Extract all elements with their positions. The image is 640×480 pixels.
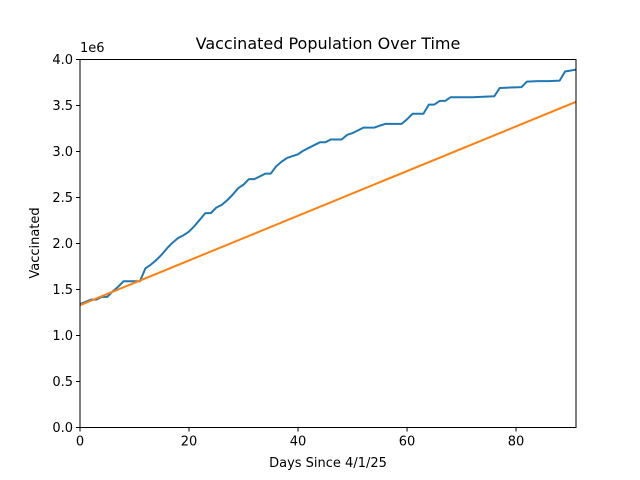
y-tick-label: 3.5 <box>52 99 73 114</box>
x-tick-label: 80 <box>508 435 525 450</box>
x-tick-label: 60 <box>399 435 416 450</box>
series-layer <box>79 68 577 307</box>
chart-title: Vaccinated Population Over Time <box>196 34 461 53</box>
y-tick-label: 3.0 <box>52 145 73 160</box>
x-axis-label: Days Since 4/1/25 <box>269 456 387 471</box>
y-axis-multiplier: 1e6 <box>80 41 105 56</box>
series-line-2 <box>79 100 577 307</box>
y-tick-label: 0.5 <box>52 375 73 390</box>
x-axis: 0 20 40 60 80 <box>76 427 525 450</box>
y-axis: 0.0 0.5 1.0 1.5 2.0 2.5 3.0 3.5 4.0 <box>52 53 80 436</box>
y-tick-label: 1.0 <box>52 329 73 344</box>
x-tick-label: 0 <box>76 435 84 450</box>
x-tick-label: 20 <box>181 435 198 450</box>
y-tick-label: 2.5 <box>52 191 73 206</box>
y-tick-label: 2.0 <box>52 237 73 252</box>
y-tick-label: 4.0 <box>52 53 73 68</box>
y-tick-label: 1.5 <box>52 283 73 298</box>
y-axis-label: Vaccinated <box>28 207 43 278</box>
x-tick-label: 40 <box>290 435 307 450</box>
y-tick-label: 0.0 <box>52 421 73 436</box>
series-line-1 <box>79 68 577 306</box>
